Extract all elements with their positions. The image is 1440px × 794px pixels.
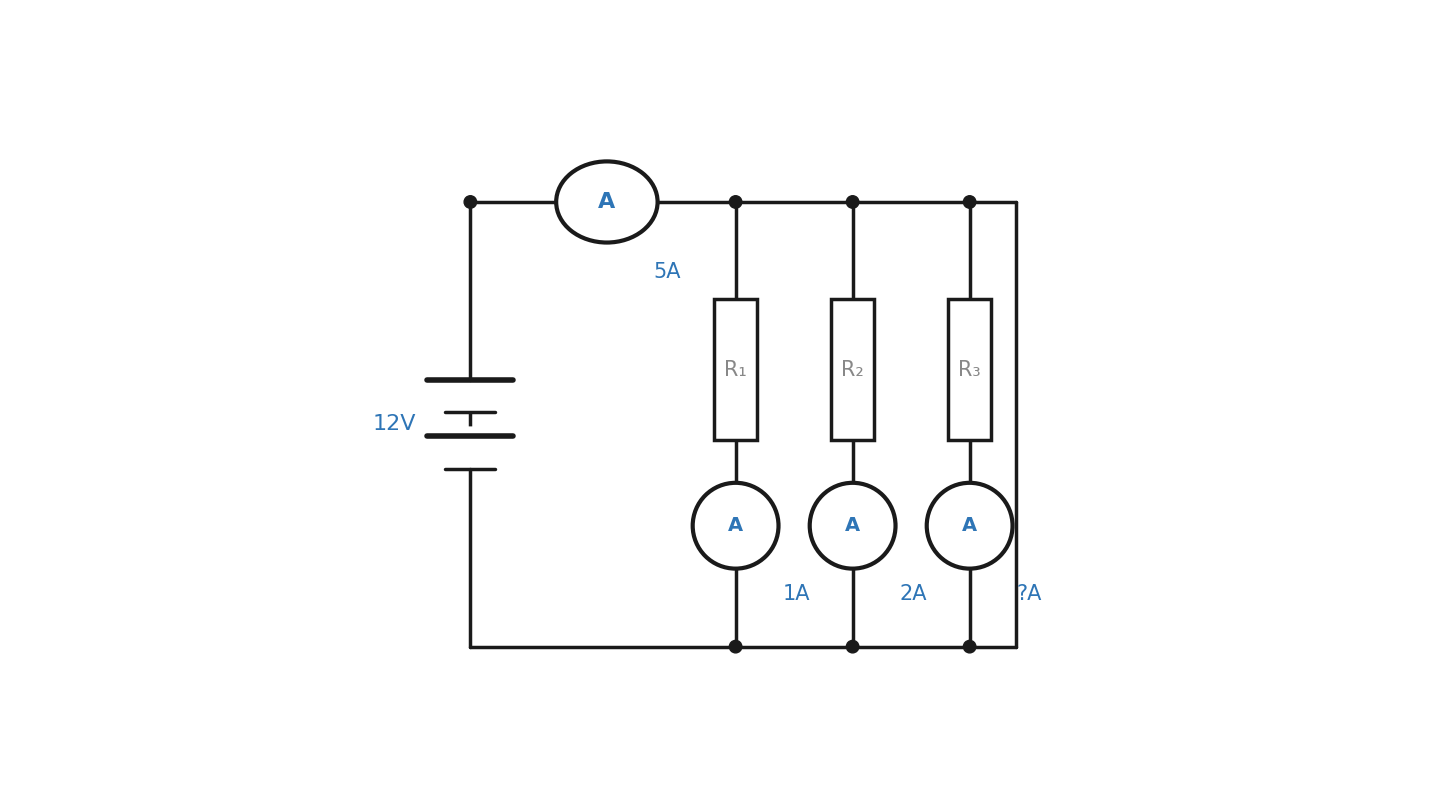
- Circle shape: [809, 483, 896, 569]
- Text: A: A: [729, 516, 743, 535]
- Text: 2A: 2A: [900, 584, 927, 604]
- Circle shape: [927, 483, 1012, 569]
- FancyBboxPatch shape: [714, 299, 757, 440]
- Text: R₁: R₁: [724, 360, 747, 380]
- Text: A: A: [598, 192, 615, 212]
- FancyBboxPatch shape: [948, 299, 991, 440]
- Circle shape: [847, 196, 858, 208]
- Text: R₃: R₃: [959, 360, 981, 380]
- Text: ?A: ?A: [1017, 584, 1041, 604]
- Circle shape: [963, 641, 976, 653]
- Circle shape: [847, 641, 858, 653]
- Text: R₂: R₂: [841, 360, 864, 380]
- Ellipse shape: [556, 161, 658, 242]
- Text: 1A: 1A: [782, 584, 809, 604]
- Text: A: A: [962, 516, 978, 535]
- Circle shape: [963, 196, 976, 208]
- Text: 5A: 5A: [654, 262, 681, 282]
- Text: 12V: 12V: [373, 414, 416, 434]
- Circle shape: [730, 641, 742, 653]
- Circle shape: [464, 196, 477, 208]
- FancyBboxPatch shape: [831, 299, 874, 440]
- Circle shape: [693, 483, 779, 569]
- Circle shape: [730, 196, 742, 208]
- Text: A: A: [845, 516, 860, 535]
